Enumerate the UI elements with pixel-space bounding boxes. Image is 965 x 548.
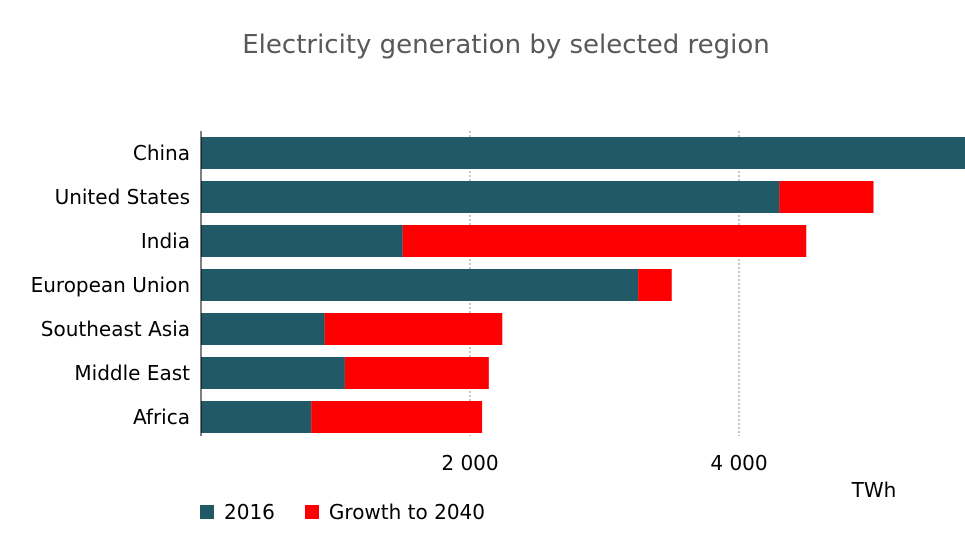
category-label-china: China [133, 141, 190, 165]
bar-european-union-2016 [201, 269, 639, 301]
bar-middle-east-growth [344, 357, 489, 389]
bar-southeast-asia-growth [324, 313, 503, 345]
bar-india-2016 [201, 225, 403, 257]
legend-item-2016: 2016 [200, 500, 275, 524]
x-axis-unit-label: TWh [851, 478, 897, 502]
category-labels: China United States India European Union Sou… [31, 141, 191, 429]
bar-india-growth [402, 225, 807, 257]
bar-southeast-asia-2016 [201, 313, 325, 345]
bar-africa-2016 [201, 401, 312, 433]
bars [201, 137, 965, 433]
legend-label-2016: 2016 [224, 500, 275, 524]
bar-european-union-growth [638, 269, 672, 301]
bar-united-states-2016 [201, 181, 780, 213]
chart-title: Electricity generation by selected regio… [242, 30, 770, 60]
bar-united-states-growth [779, 181, 874, 213]
category-label-southeast-asia: Southeast Asia [41, 317, 190, 341]
legend-swatch-2016 [200, 505, 214, 519]
category-label-united-states: United States [55, 185, 190, 209]
legend-item-growth: Growth to 2040 [304, 500, 485, 524]
bar-china-2016 [201, 137, 965, 169]
category-label-africa: Africa [133, 405, 190, 429]
x-tick-label-2000: 2 000 [441, 451, 498, 475]
category-label-india: India [141, 229, 190, 253]
bar-middle-east-2016 [201, 357, 345, 389]
legend: 2016 Growth to 2040 [200, 500, 515, 524]
x-tick-label-4000: 4 000 [710, 451, 767, 475]
legend-label-growth: Growth to 2040 [328, 500, 485, 524]
category-label-european-union: European Union [31, 273, 190, 297]
category-label-middle-east: Middle East [74, 361, 190, 385]
bar-africa-growth [311, 401, 483, 433]
legend-swatch-growth [304, 505, 319, 519]
